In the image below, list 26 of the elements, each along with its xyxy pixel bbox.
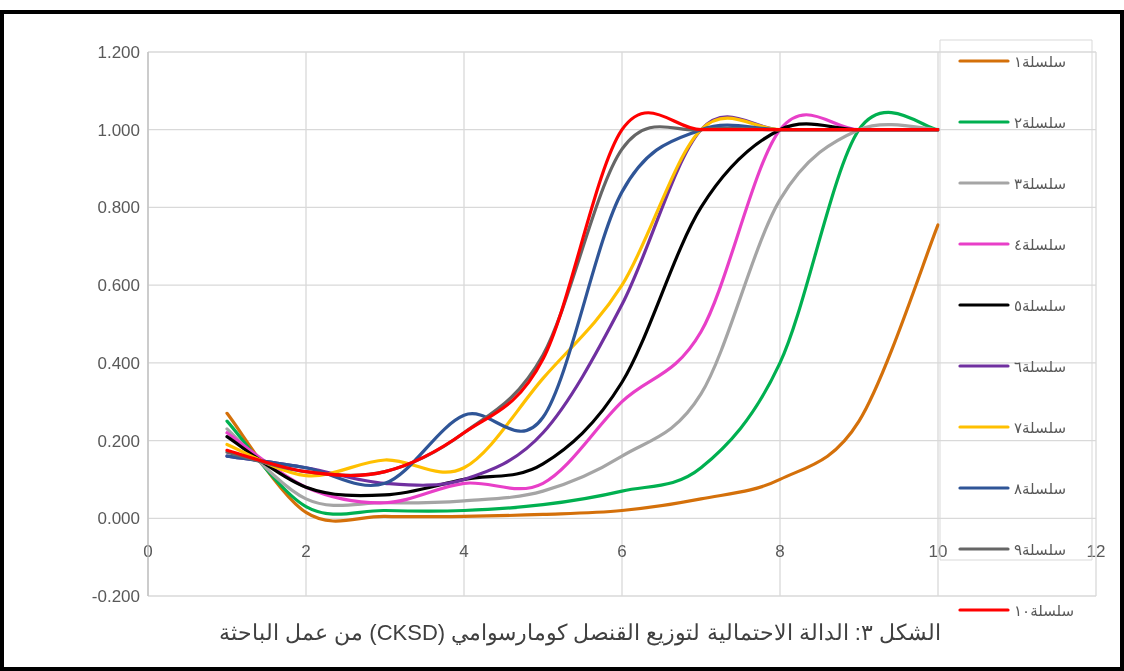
y-tick-label: 0.600	[97, 276, 140, 296]
y-tick-label: 0.200	[97, 431, 140, 451]
legend-label: سلسلة١٠	[1014, 602, 1075, 620]
x-tick-label: 6	[617, 542, 627, 562]
y-tick-label: 0.000	[97, 509, 140, 529]
legend-label: سلسلة٦	[1014, 358, 1066, 376]
x-tick-label: 10	[928, 542, 948, 562]
y-tick-label: 1.200	[97, 43, 140, 62]
legend-label: سلسلة٢	[1014, 114, 1066, 132]
x-tick-label: 0	[143, 542, 153, 562]
x-tick-label: 12	[1086, 542, 1106, 562]
legend-label: سلسلة٤	[1014, 236, 1066, 254]
legend-label: سلسلة٩	[1014, 541, 1066, 559]
legend-label: سلسلة٣	[1014, 175, 1066, 193]
y-tick-label: 0.800	[97, 198, 140, 218]
legend-label: سلسلة٨	[1014, 480, 1066, 498]
x-tick-label: 8	[775, 542, 785, 562]
text: الشكل ٣: الدالة الاحتمالية لتوزيع القنصل كومارسوامي (CKSD) من عمل الباحثة	[218, 620, 942, 646]
legend-label: سلسلة١	[1014, 53, 1066, 71]
x-tick-label: 4	[459, 542, 469, 562]
x-tick-label: 2	[301, 542, 311, 562]
legend-label: سلسلة٧	[1014, 419, 1066, 437]
y-tick-label: 0.400	[97, 353, 140, 373]
legend-label: سلسلة٥	[1014, 297, 1066, 315]
y-tick-label: -0.200	[91, 587, 140, 606]
y-tick-label: 1.000	[97, 120, 140, 140]
